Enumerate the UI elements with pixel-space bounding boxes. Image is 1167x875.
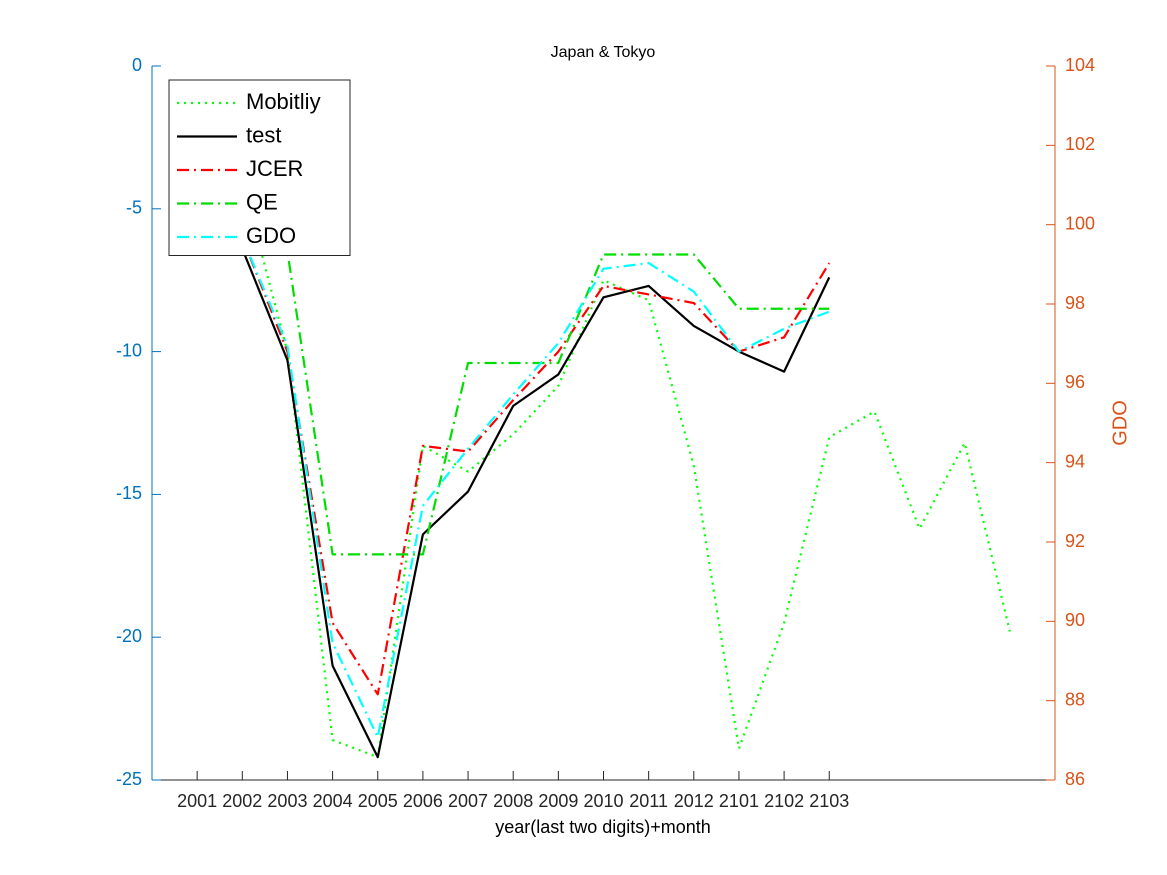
y2-tick-label: 100 (1065, 213, 1095, 233)
legend-label: QE (246, 189, 278, 214)
series-line (196, 122, 830, 739)
y-tick-label: -20 (116, 626, 142, 646)
y2-tick-label: 90 (1065, 610, 1085, 630)
x-tick-label: 2010 (583, 791, 623, 811)
y2-tick-label: 92 (1065, 531, 1085, 551)
x-tick-label: 2009 (538, 791, 578, 811)
y2-tick-label: 86 (1065, 769, 1085, 789)
x-tick-label: 2001 (177, 791, 217, 811)
legend-box (168, 79, 351, 256)
y-tick-label: -15 (116, 483, 142, 503)
x-tick-label: 2004 (313, 791, 353, 811)
y2-tick-label: 98 (1065, 293, 1085, 313)
y2-tick-label: 102 (1065, 134, 1095, 154)
x-tick-label: 2012 (674, 791, 714, 811)
legend-label: GDO (246, 223, 296, 248)
x-tick-label: 2006 (403, 791, 443, 811)
y2-tick-label: 88 (1065, 689, 1085, 709)
y-tick-label: -5 (126, 198, 142, 218)
y2-axis-label: GDO (1109, 400, 1131, 446)
series-line (196, 122, 831, 759)
y2-tick-label: 104 (1065, 55, 1095, 75)
legend-label: test (246, 122, 281, 147)
legend-label: JCER (246, 156, 303, 181)
y2-tick-label: 94 (1065, 451, 1085, 471)
x-axis-label: year(last two digits)+month (495, 817, 711, 837)
x-tick-label: 2101 (719, 791, 759, 811)
x-tick-label: 2007 (448, 791, 488, 811)
y-tick-label: -25 (116, 769, 142, 789)
x-tick-label: 2102 (764, 791, 804, 811)
x-tick-label: 2003 (267, 791, 307, 811)
y2-tick-label: 96 (1065, 372, 1085, 392)
x-tick-label: 2002 (222, 791, 262, 811)
x-tick-label: 2103 (809, 791, 849, 811)
y-tick-label: 0 (132, 55, 142, 75)
legend-label: Mobitliy (246, 89, 321, 114)
x-tick-label: 2008 (493, 791, 533, 811)
series-line (196, 93, 830, 556)
chart-title: Japan & Tokyo (551, 44, 656, 61)
x-tick-label: 2005 (358, 791, 398, 811)
y-tick-label: -10 (116, 340, 142, 360)
series-line (196, 94, 1011, 759)
x-tick-label: 2011 (629, 791, 668, 811)
